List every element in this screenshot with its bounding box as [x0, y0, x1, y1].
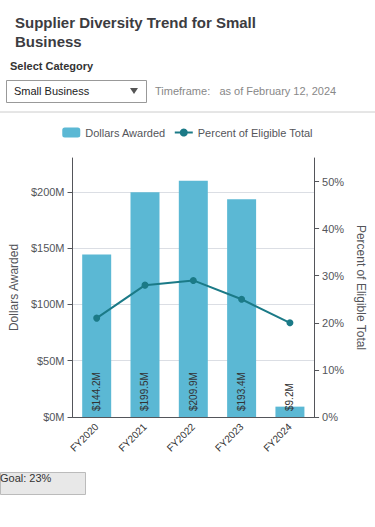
svg-text:50%: 50% [322, 176, 344, 188]
svg-text:FY2021: FY2021 [116, 421, 149, 454]
svg-text:$199.5M: $199.5M [139, 372, 150, 411]
svg-text:Timeframe: as of February 12: Timeframe: as of February 12, 2024 [155, 85, 336, 97]
svg-text:Dollars Awarded: Dollars Awarded [85, 127, 165, 139]
svg-text:Percent of Eligible Total: Percent of Eligible Total [354, 225, 368, 350]
svg-text:FY2022: FY2022 [165, 421, 198, 454]
svg-text:30%: 30% [322, 270, 344, 282]
svg-text:$150M: $150M [31, 242, 65, 254]
svg-text:40%: 40% [322, 223, 344, 235]
svg-text:0%: 0% [322, 411, 338, 423]
svg-text:FY2020: FY2020 [68, 421, 101, 454]
svg-text:10%: 10% [322, 364, 344, 376]
svg-text:20%: 20% [322, 317, 344, 329]
svg-text:Supplier Diversity Trend for S: Supplier Diversity Trend for Small [15, 14, 260, 31]
svg-text:Goal: 23%: Goal: 23% [0, 472, 52, 484]
svg-text:Percent of Eligible Total: Percent of Eligible Total [198, 127, 313, 139]
svg-text:Business: Business [15, 33, 82, 50]
svg-text:Dollars Awarded: Dollars Awarded [7, 244, 21, 331]
svg-text:$9.2M: $9.2M [284, 383, 295, 411]
svg-text:Select Category: Select Category [10, 60, 94, 72]
svg-text:$100M: $100M [31, 298, 65, 310]
svg-text:$200M: $200M [31, 186, 65, 198]
svg-text:$193.4M: $193.4M [236, 372, 247, 411]
svg-text:$144.2M: $144.2M [91, 372, 102, 411]
svg-text:$0M: $0M [43, 411, 64, 423]
svg-text:FY2024: FY2024 [261, 421, 294, 454]
svg-text:FY2023: FY2023 [213, 421, 246, 454]
svg-text:Small Business: Small Business [14, 85, 90, 97]
svg-text:$50M: $50M [37, 355, 65, 367]
svg-text:$209.9M: $209.9M [188, 372, 199, 411]
